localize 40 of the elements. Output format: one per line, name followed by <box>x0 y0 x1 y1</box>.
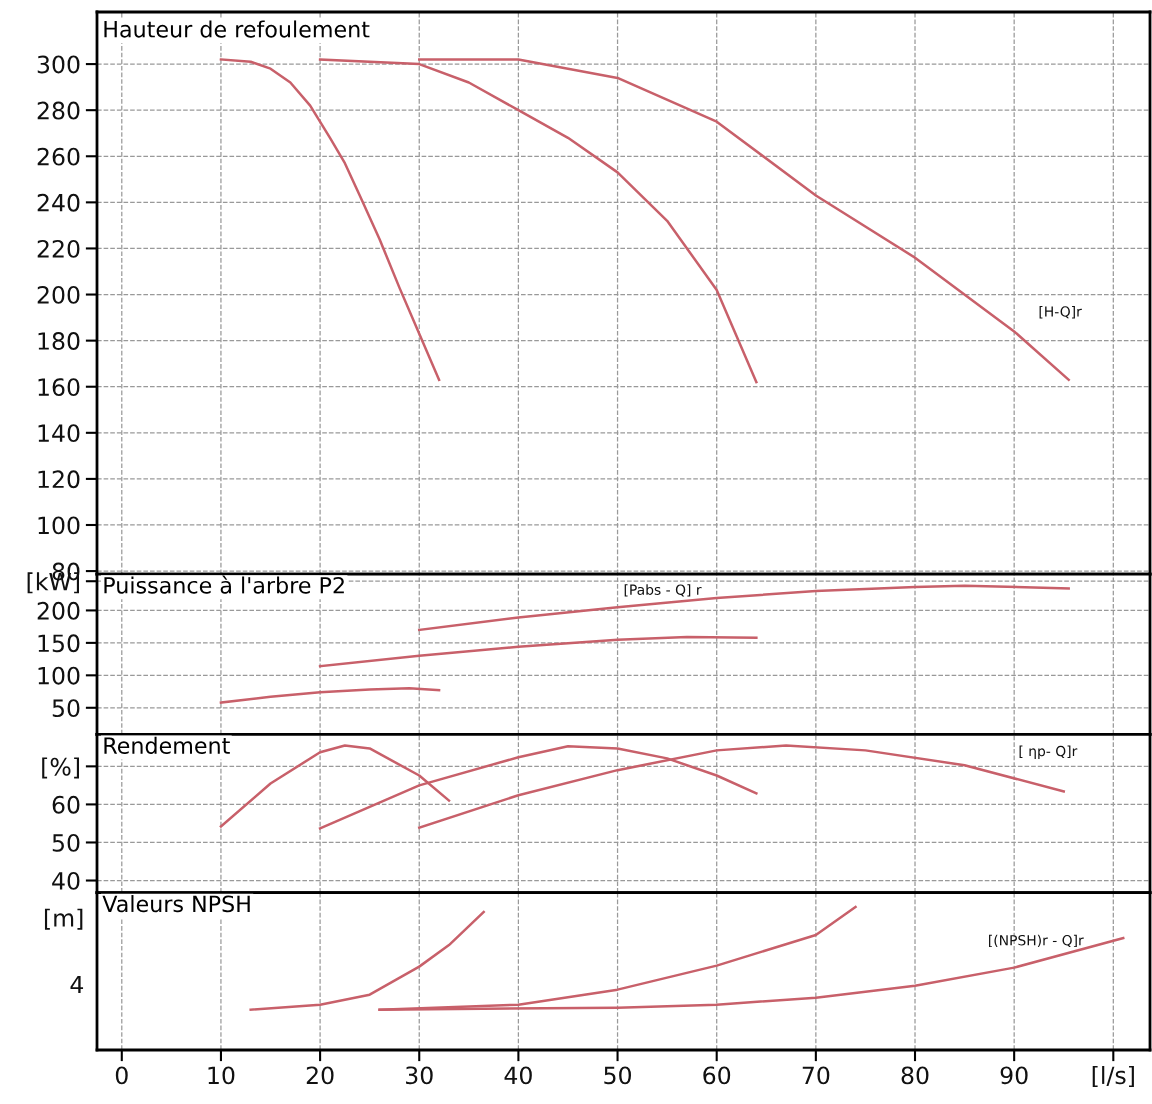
x-tick-label: 30 <box>406 1066 433 1085</box>
chart-title: Valeurs NPSH <box>102 895 250 913</box>
x-tick-label: 50 <box>604 1066 632 1085</box>
y-tick-label: 220 <box>37 239 80 258</box>
annotation: [Pabs - Q] r <box>624 584 702 597</box>
y-tick-label: [%] <box>42 757 79 779</box>
y-tick-label: 280 <box>37 101 80 120</box>
y-tick-label: 200 <box>37 601 80 620</box>
y-tick-label: 180 <box>38 332 80 350</box>
y-tick-label: 260 <box>37 147 80 166</box>
x-tick-label: 80 <box>901 1066 929 1085</box>
text: [m] <box>44 908 83 930</box>
y-tick-label: 150 <box>38 634 80 653</box>
y-tick-label: 60 <box>52 795 80 814</box>
y-tick-label: 100 <box>38 516 80 535</box>
annotation: [(NPSH)r - Q]r <box>989 934 1084 948</box>
chart-title: Rendement <box>104 736 230 754</box>
x-tick-label: 90 <box>1000 1066 1028 1085</box>
y-tick-label: 160 <box>38 378 80 397</box>
x-tick-label: [l/s] <box>1092 1065 1134 1088</box>
y-tick-label: 140 <box>38 424 80 443</box>
x-tick-label: 10 <box>208 1066 235 1085</box>
y-tick-label: 100 <box>38 666 80 685</box>
x-tick-label: 60 <box>703 1066 731 1085</box>
text: 4 <box>70 975 84 994</box>
y-tick-label: 40 <box>52 871 80 890</box>
y-tick-label: 200 <box>37 285 80 304</box>
annotation: [H-Q]r <box>1039 305 1082 319</box>
y-tick-label: 50 <box>52 833 80 852</box>
x-tick-label: 40 <box>504 1066 532 1085</box>
y-tick-label: 240 <box>37 193 80 212</box>
x-tick-label: 20 <box>306 1066 334 1085</box>
annotation: [ ηp- Q]r <box>1019 745 1078 759</box>
chart-title: Puissance à l'arbre P2 <box>104 575 344 594</box>
y-tick-label: 50 <box>52 699 80 718</box>
x-tick-label: 0 <box>115 1066 128 1085</box>
chart-title: Hauteur de refoulement <box>104 20 370 38</box>
x-tick-label: 70 <box>802 1066 830 1085</box>
y-tick-label: 300 <box>37 55 80 74</box>
y-tick-label: 120 <box>38 470 80 489</box>
